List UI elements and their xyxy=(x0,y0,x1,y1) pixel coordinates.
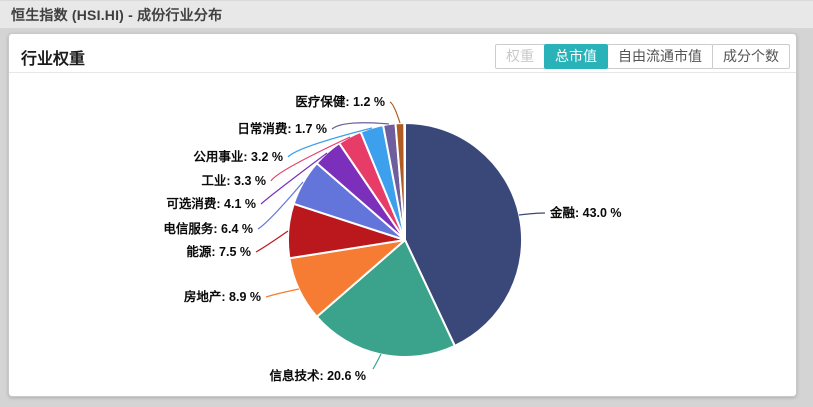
pie-slice-health-care[interactable] xyxy=(394,122,406,241)
pie-label-line-utilities xyxy=(287,127,373,158)
pie-label-line-energy xyxy=(255,230,289,253)
panel-header: 行业权重 权重 总市值 自由流通市值 成分个数 xyxy=(9,34,796,73)
pie-label-telecom-services: 电信服务: 6.4 % xyxy=(163,221,253,236)
pie-label-consumer-staples: 日常消费: 1.7 % xyxy=(237,121,327,136)
panel-title: 行业权重 xyxy=(21,51,86,68)
pie-label-line-information-technology xyxy=(372,353,382,370)
page-title: 恒生指数 (HSI.HI) - 成份行业分布 xyxy=(11,6,223,23)
window-title-bar: 恒生指数 (HSI.HI) - 成份行业分布 xyxy=(0,0,813,29)
pie-label-financials: 金融: 43.0 % xyxy=(549,205,622,220)
pie-label-line-consumer-discretionary xyxy=(260,152,328,205)
pie-label-line-consumer-staples xyxy=(331,122,390,130)
pie-label-real-estate: 房地产: 8.9 % xyxy=(184,289,261,304)
pie-label-line-real-estate xyxy=(265,288,300,298)
view-button-weight[interactable]: 权重 xyxy=(495,44,545,69)
view-toggle-group: 权重 总市值 自由流通市值 成分个数 xyxy=(495,44,790,69)
pie-label-line-financials xyxy=(518,212,546,216)
view-button-total-market-cap[interactable]: 总市值 xyxy=(544,44,608,69)
pie-chart-area: 金融: 43.0 % 信息技术: 20.6 % 房地产: 8.9 % 能源: 7.5 … xyxy=(9,73,796,396)
pie-label-energy: 能源: 7.5 % xyxy=(186,244,251,259)
sector-weight-panel: 行业权重 权重 总市值 自由流通市值 成分个数 金融: 43.0 % 信息技术: … xyxy=(8,33,797,397)
pie-label-line-health-care xyxy=(389,101,401,124)
pie-label-consumer-discretionary: 可选消费: 4.1 % xyxy=(166,196,256,211)
pie-label-utilities: 公用事业: 3.2 % xyxy=(193,149,283,164)
pie-label-line-industrials xyxy=(270,136,351,182)
pie-label-line-telecom-services xyxy=(257,181,304,230)
sector-pie-chart: 金融: 43.0 % 信息技术: 20.6 % 房地产: 8.9 % 能源: 7.5 … xyxy=(163,94,622,383)
view-button-constituent-count[interactable]: 成分个数 xyxy=(712,44,790,69)
pie-label-health-care: 医疗保健: 1.2 % xyxy=(295,94,385,109)
pie-label-industrials: 工业: 3.3 % xyxy=(201,173,266,188)
pie-label-information-technology: 信息技术: 20.6 % xyxy=(269,368,366,383)
view-button-free-float-market-cap[interactable]: 自由流通市值 xyxy=(607,44,713,69)
